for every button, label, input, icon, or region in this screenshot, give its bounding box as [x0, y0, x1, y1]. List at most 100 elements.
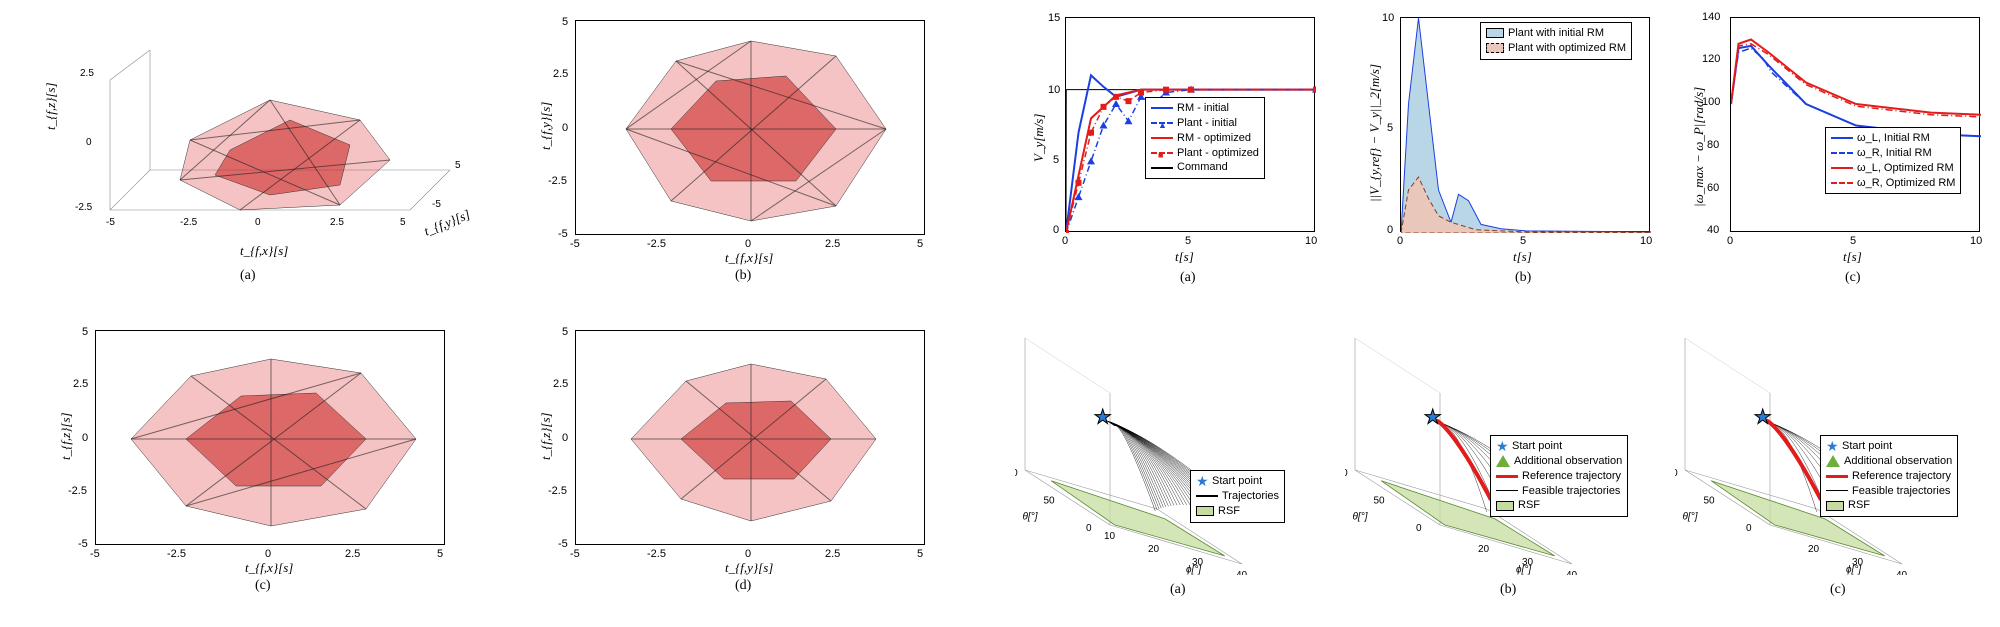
svg-text:2.5: 2.5: [80, 68, 94, 79]
omega-panel: 0510 406080100120140 t[s] |ω_max − ω_P|[…: [1675, 12, 1990, 292]
right-bottom-row: ★60708005010010203040h[km]θ[°]ϕ[°] (a) S…: [1000, 315, 2000, 627]
legend-label: ω_L, Initial RM: [1857, 131, 1930, 146]
polytope-panel-d: -5-2.502.55 -5-2.502.55 t_{f,y}[s] t_{f,…: [520, 320, 950, 600]
legend-label: Start point: [1212, 474, 1262, 489]
svg-text:★: ★: [1424, 407, 1442, 429]
legend-label: ω_L, Optimized RM: [1857, 161, 1954, 176]
svg-text:ϕ[°]: ϕ[°]: [1516, 565, 1531, 576]
traj-a-legend: Start point Trajectories RSF: [1190, 470, 1285, 523]
err-xlabel: t[s]: [1513, 249, 1532, 265]
legend-label: ω_R, Initial RM: [1857, 146, 1932, 161]
polytope-c-axes: [95, 330, 445, 545]
polytope-panel-a: -5-2.502.55 2.50-2.5 -55 t_{f,x}[s] t_{f…: [40, 10, 470, 290]
star-icon: [1196, 475, 1208, 487]
polytope-a-xlabel: t_{f,x}[s]: [240, 243, 288, 259]
svg-text:0: 0: [1416, 523, 1422, 534]
legend-label: ω_R, Optimized RM: [1857, 176, 1955, 191]
svg-text:-5: -5: [106, 217, 115, 228]
traj-panel-a: ★60708005010010203040h[km]θ[°]ϕ[°] (a) S…: [1015, 320, 1330, 610]
legend-label: Command: [1177, 160, 1228, 175]
star-icon: [1826, 440, 1838, 452]
svg-text:-2.5: -2.5: [75, 202, 93, 213]
polytope-a-zlabel: t_{f,z}[s]: [43, 82, 59, 130]
legend-label: Reference trajectory: [1852, 469, 1951, 484]
svg-text:θ[°]: θ[°]: [1353, 512, 1368, 523]
svg-text:ϕ[°]: ϕ[°]: [1846, 565, 1861, 576]
traj-a-svg: ★60708005010010203040h[km]θ[°]ϕ[°]: [1015, 320, 1330, 575]
legend-label: RM - optimized: [1177, 131, 1251, 146]
legend-label: Reference trajectory: [1522, 469, 1621, 484]
svg-text:5: 5: [400, 217, 406, 228]
svg-text:0: 0: [1086, 523, 1092, 534]
legend-label: RSF: [1518, 498, 1540, 513]
svg-text:50: 50: [1044, 496, 1056, 507]
svg-text:40: 40: [1896, 570, 1908, 575]
svg-text:5: 5: [455, 160, 461, 171]
legend-label: Feasible trajectories: [1522, 484, 1620, 499]
vy-xlabel: t[s]: [1175, 249, 1194, 265]
err-legend: Plant with initial RM Plant with optimiz…: [1480, 22, 1632, 60]
polytope-b-axes: [575, 20, 925, 235]
star-icon: [1496, 440, 1508, 452]
legend-label: Plant with initial RM: [1508, 26, 1604, 41]
err-ylabel: ||V_{y,ref} − V_y||_2[m/s]: [1367, 64, 1383, 202]
err-sublabel: (b): [1515, 270, 1531, 286]
polytope-3d-svg: -5-2.502.55 2.50-2.5 -55: [40, 10, 470, 260]
polytope-c-ylabel: t_{f,z}[s]: [58, 412, 74, 460]
svg-text:50: 50: [1704, 496, 1716, 507]
legend-label: RSF: [1218, 504, 1240, 519]
svg-text:-2.5: -2.5: [180, 217, 198, 228]
legend-label: Plant with optimized RM: [1508, 41, 1626, 56]
svg-text:20: 20: [1478, 544, 1490, 555]
svg-text:40: 40: [1236, 570, 1248, 575]
legend-label: Plant - optimized: [1177, 146, 1259, 161]
svg-text:100: 100: [1345, 468, 1348, 479]
polytope-b-xlabel: t_{f,x}[s]: [725, 250, 773, 266]
triangle-icon: [1496, 455, 1510, 467]
vy-ylabel: V_y[m/s]: [1031, 114, 1047, 162]
polytope-a-sublabel: (a): [240, 268, 256, 284]
legend-label: Plant - initial: [1177, 116, 1237, 131]
legend-label: Additional observation: [1844, 454, 1952, 469]
svg-text:0: 0: [1746, 523, 1752, 534]
legend-label: RSF: [1848, 498, 1870, 513]
svg-text:100: 100: [1675, 468, 1678, 479]
svg-text:★: ★: [1094, 407, 1112, 429]
polytope-d-sublabel: (d): [735, 578, 751, 594]
svg-text:100: 100: [1015, 468, 1018, 479]
polytope-panel-b: -5-2.502.55 -5-2.502.55 t_{f,x}[s] t_{f,…: [520, 10, 950, 290]
traj-panel-c: ★607080050100203040h[km]θ[°]ϕ[°] (c) Sta…: [1675, 320, 1990, 610]
right-top-row: 0510 051015 t[s] V_y[m/s] (a) RM - initi…: [1000, 0, 2000, 310]
polytope-d-axes: [575, 330, 925, 545]
vy-sublabel: (a): [1180, 270, 1196, 286]
legend-label: Additional observation: [1514, 454, 1622, 469]
svg-text:2.5: 2.5: [330, 217, 344, 228]
polytope-c-sublabel: (c): [255, 578, 271, 594]
svg-text:40: 40: [1566, 570, 1578, 575]
legend-label: RM - initial: [1177, 101, 1229, 116]
traj-b-legend: Start point Additional observation Refer…: [1490, 435, 1628, 517]
polytope-b-ylabel: t_{f,y}[s]: [538, 102, 554, 150]
traj-c-legend: Start point Additional observation Refer…: [1820, 435, 1958, 517]
omega-xlabel: t[s]: [1843, 249, 1862, 265]
legend-label: Start point: [1512, 439, 1562, 454]
svg-text:θ[°]: θ[°]: [1683, 512, 1698, 523]
legend-label: Feasible trajectories: [1852, 484, 1950, 499]
svg-text:0: 0: [86, 137, 92, 148]
omega-ylabel: |ω_max − ω_P|[rad/s]: [1691, 87, 1707, 207]
err-panel: 0510 0510 t[s] ||V_{y,ref} − V_y||_2[m/s…: [1345, 12, 1660, 292]
vy-legend: RM - initial ▲Plant - initial RM - optim…: [1145, 97, 1265, 179]
omega-legend: ω_L, Initial RM ω_R, Initial RM ω_L, Opt…: [1825, 127, 1961, 194]
omega-sublabel: (c): [1845, 270, 1861, 286]
traj-panel-b: ★607080050100203040h[km]θ[°]ϕ[°] (b) Sta…: [1345, 320, 1660, 610]
polytope-d-xlabel: t_{f,y}[s]: [725, 560, 773, 576]
svg-text:20: 20: [1808, 544, 1820, 555]
omega-axes: [1730, 17, 1980, 232]
svg-text:10: 10: [1104, 531, 1116, 542]
traj-a-sublabel: (a): [1170, 582, 1186, 598]
traj-b-sublabel: (b): [1500, 582, 1516, 598]
svg-text:-5: -5: [432, 199, 441, 210]
polytope-b-sublabel: (b): [735, 268, 751, 284]
vy-panel: 0510 051015 t[s] V_y[m/s] (a) RM - initi…: [1015, 12, 1330, 292]
svg-text:★: ★: [1754, 407, 1772, 429]
